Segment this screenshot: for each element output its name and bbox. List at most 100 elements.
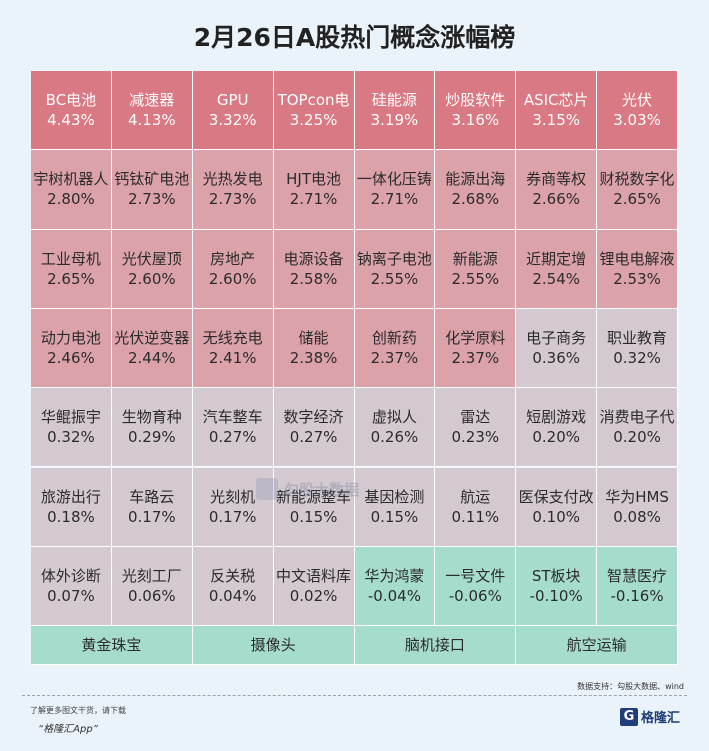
concept-change: 2.66% [532, 190, 581, 209]
heatmap-cell: 光刻工厂 0.06% [111, 546, 193, 627]
concept-change: 3.16% [451, 111, 500, 130]
heatmap-cell: ASIC芯片 3.15% [516, 71, 598, 151]
concept-change: 0.07% [47, 586, 95, 605]
concept-name: BC电池 [45, 91, 97, 110]
concept-name: 宇树机器人 [33, 170, 109, 189]
heatmap-cell: 旅游出行 0.18% [31, 467, 112, 547]
heatmap-cell-flat: 脑机接口 [354, 626, 517, 665]
concept-change: 2.37% [370, 349, 419, 368]
heatmap-cell: 反关税 0.04% [192, 546, 274, 627]
concept-change: 2.37% [451, 349, 500, 368]
concept-change: 0.36% [532, 349, 581, 368]
heatmap-cell: 短剧游戏 0.20% [516, 388, 598, 468]
footer-divider [22, 695, 687, 696]
concept-name: 锂电电解液 [599, 249, 675, 268]
concept-name: 雷达 [460, 408, 491, 427]
heatmap-cell: 虚拟人 0.26% [354, 388, 436, 468]
heatmap-cell: 车路云 0.17% [111, 467, 193, 547]
concept-name: 车路云 [129, 487, 175, 506]
concept-change: 2.80% [47, 190, 95, 209]
concept-change: 0.29% [127, 428, 176, 447]
concept-name: 储能 [298, 329, 329, 348]
heatmap-cell: 化学原料 2.37% [435, 308, 517, 389]
heatmap-grid: BC电池 4.43% 减速器 4.13% GPU 3.32% TOPcon电 3.25% 硅能源… [31, 71, 678, 665]
concept-name: TOPcon电 [277, 91, 350, 110]
concept-name: 券商等权 [526, 170, 587, 189]
concept-change: 2.41% [208, 349, 257, 368]
heatmap-cell: 无线充电 2.41% [192, 308, 274, 389]
heatmap-cell: 新能源整车 0.15% [273, 467, 355, 547]
concept-change: 2.68% [451, 190, 500, 209]
concept-change: 4.43% [47, 111, 95, 130]
concept-change: 3.32% [208, 111, 257, 130]
heatmap-cell: 光刻机 0.17% [192, 467, 274, 547]
heatmap-cell: 雷达 0.23% [435, 388, 517, 468]
concept-change: 0.10% [532, 507, 581, 526]
heatmap-cell: 智慧医疗 -0.16% [597, 546, 678, 627]
concept-change: 0.08% [613, 507, 661, 526]
concept-name: 硅能源 [371, 91, 417, 110]
concept-change: 3.03% [613, 111, 661, 130]
heatmap-cell: 职业教育 0.32% [597, 308, 678, 389]
concept-change: 2.46% [47, 349, 95, 368]
heatmap-cell: 光伏 3.03% [597, 71, 678, 151]
heatmap-cell: 光伏逆变器 2.44% [111, 308, 193, 389]
heatmap-cell: BC电池 4.43% [31, 71, 112, 151]
concept-name: 数字经济 [283, 408, 344, 427]
concept-name: 工业母机 [40, 249, 101, 268]
concept-change: 0.04% [208, 586, 257, 605]
concept-name: 减速器 [129, 91, 175, 110]
concept-change: 0.17% [127, 507, 176, 526]
concept-change: 2.58% [289, 269, 338, 288]
heatmap-cell: 宇树机器人 2.80% [31, 150, 112, 230]
concept-name: 电源设备 [283, 249, 344, 268]
heatmap-cell: 光热发电 2.73% [192, 150, 274, 230]
concept-change: 2.73% [127, 190, 176, 209]
concept-name: 消费电子代 [599, 408, 675, 427]
concept-change: 0.27% [208, 428, 257, 447]
heatmap-cell: 券商等权 2.66% [516, 150, 598, 230]
heatmap-cell: 减速器 4.13% [111, 71, 193, 151]
concept-name: 脑机接口 [404, 636, 465, 655]
heatmap-cell: 数字经济 0.27% [273, 388, 355, 468]
heatmap-cell: 储能 2.38% [273, 308, 355, 389]
concept-change: 4.13% [127, 111, 176, 130]
concept-change: 0.11% [451, 507, 500, 526]
concept-name: 短剧游戏 [526, 408, 587, 427]
concept-change: 2.65% [47, 269, 95, 288]
concept-name: 华为鸿蒙 [364, 566, 425, 585]
chart-title: 2月26日A股热门概念涨幅榜 [193, 23, 516, 52]
concept-change: 0.20% [613, 428, 661, 447]
heatmap-cell: 华为HMS 0.08% [597, 467, 678, 547]
concept-name: 钙钛矿电池 [114, 170, 190, 189]
concept-change: -0.16% [610, 586, 664, 605]
concept-name: 华为HMS [605, 487, 669, 506]
heatmap-cell: 一号文件 -0.06% [435, 546, 517, 627]
concept-change: 2.60% [127, 269, 176, 288]
concept-change: 2.54% [532, 269, 581, 288]
concept-change: 0.02% [289, 586, 338, 605]
concept-name: 炒股软件 [445, 91, 506, 110]
footer-app-name: “格隆汇App” [38, 724, 98, 735]
concept-name: 光刻工厂 [121, 566, 182, 585]
heatmap-cell: 生物育种 0.29% [111, 388, 193, 468]
concept-change: 2.38% [289, 349, 338, 368]
concept-name: 房地产 [210, 249, 256, 268]
concept-name: 黄金珠宝 [81, 636, 142, 655]
heatmap-cell: 一体化压铸 2.71% [354, 150, 436, 230]
heatmap-cell: ST板块 -0.10% [516, 546, 598, 627]
concept-change: 0.32% [613, 349, 661, 368]
concept-name: 新能源 [452, 249, 498, 268]
concept-name: 航空运输 [566, 636, 627, 655]
concept-change: 0.17% [208, 507, 257, 526]
concept-name: 智慧医疗 [607, 566, 668, 585]
concept-change: 2.55% [451, 269, 500, 288]
concept-name: 钠离子电池 [356, 249, 432, 268]
concept-name: 创新药 [371, 329, 417, 348]
heatmap-cell: TOPcon电 3.25% [273, 71, 355, 151]
concept-name: 化学原料 [445, 329, 506, 348]
concept-change: 0.06% [127, 586, 176, 605]
concept-name: 光热发电 [202, 170, 263, 189]
concept-change: 2.73% [208, 190, 257, 209]
concept-name: 光伏屋顶 [121, 249, 182, 268]
